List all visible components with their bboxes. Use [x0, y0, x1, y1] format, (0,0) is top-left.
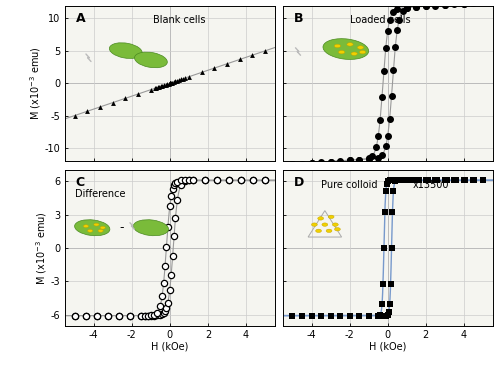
Ellipse shape — [322, 223, 328, 226]
Text: A: A — [76, 12, 85, 25]
Ellipse shape — [94, 223, 99, 226]
Text: Difference: Difference — [76, 189, 126, 199]
Ellipse shape — [84, 225, 88, 228]
Ellipse shape — [88, 229, 93, 232]
X-axis label: H (kOe): H (kOe) — [369, 342, 406, 352]
Ellipse shape — [338, 50, 345, 54]
Text: x13500: x13500 — [413, 179, 450, 189]
X-axis label: H (kOe): H (kOe) — [151, 342, 188, 352]
Text: -: - — [120, 221, 124, 234]
Text: C: C — [76, 176, 84, 189]
Ellipse shape — [334, 228, 340, 231]
Ellipse shape — [134, 52, 168, 68]
Ellipse shape — [326, 229, 332, 232]
Ellipse shape — [328, 215, 334, 219]
Ellipse shape — [316, 229, 322, 232]
Ellipse shape — [134, 220, 168, 236]
Ellipse shape — [332, 223, 338, 226]
Ellipse shape — [312, 223, 318, 226]
Ellipse shape — [323, 39, 368, 60]
Y-axis label: M (x10$^{-3}$ emu): M (x10$^{-3}$ emu) — [28, 46, 43, 120]
Ellipse shape — [110, 43, 142, 58]
Y-axis label: M (x10$^{-3}$ emu): M (x10$^{-3}$ emu) — [34, 211, 49, 285]
Ellipse shape — [100, 226, 105, 229]
Ellipse shape — [358, 46, 364, 49]
Ellipse shape — [351, 52, 358, 56]
Ellipse shape — [347, 43, 353, 46]
Text: Blank cells: Blank cells — [153, 15, 206, 25]
Text: D: D — [294, 176, 304, 189]
Ellipse shape — [334, 44, 340, 48]
Text: Loaded cells: Loaded cells — [350, 15, 410, 25]
Ellipse shape — [360, 50, 366, 54]
Text: Pure colloid: Pure colloid — [320, 179, 377, 189]
Ellipse shape — [98, 229, 103, 232]
Ellipse shape — [318, 217, 324, 220]
Ellipse shape — [74, 220, 110, 236]
Text: B: B — [294, 12, 303, 25]
